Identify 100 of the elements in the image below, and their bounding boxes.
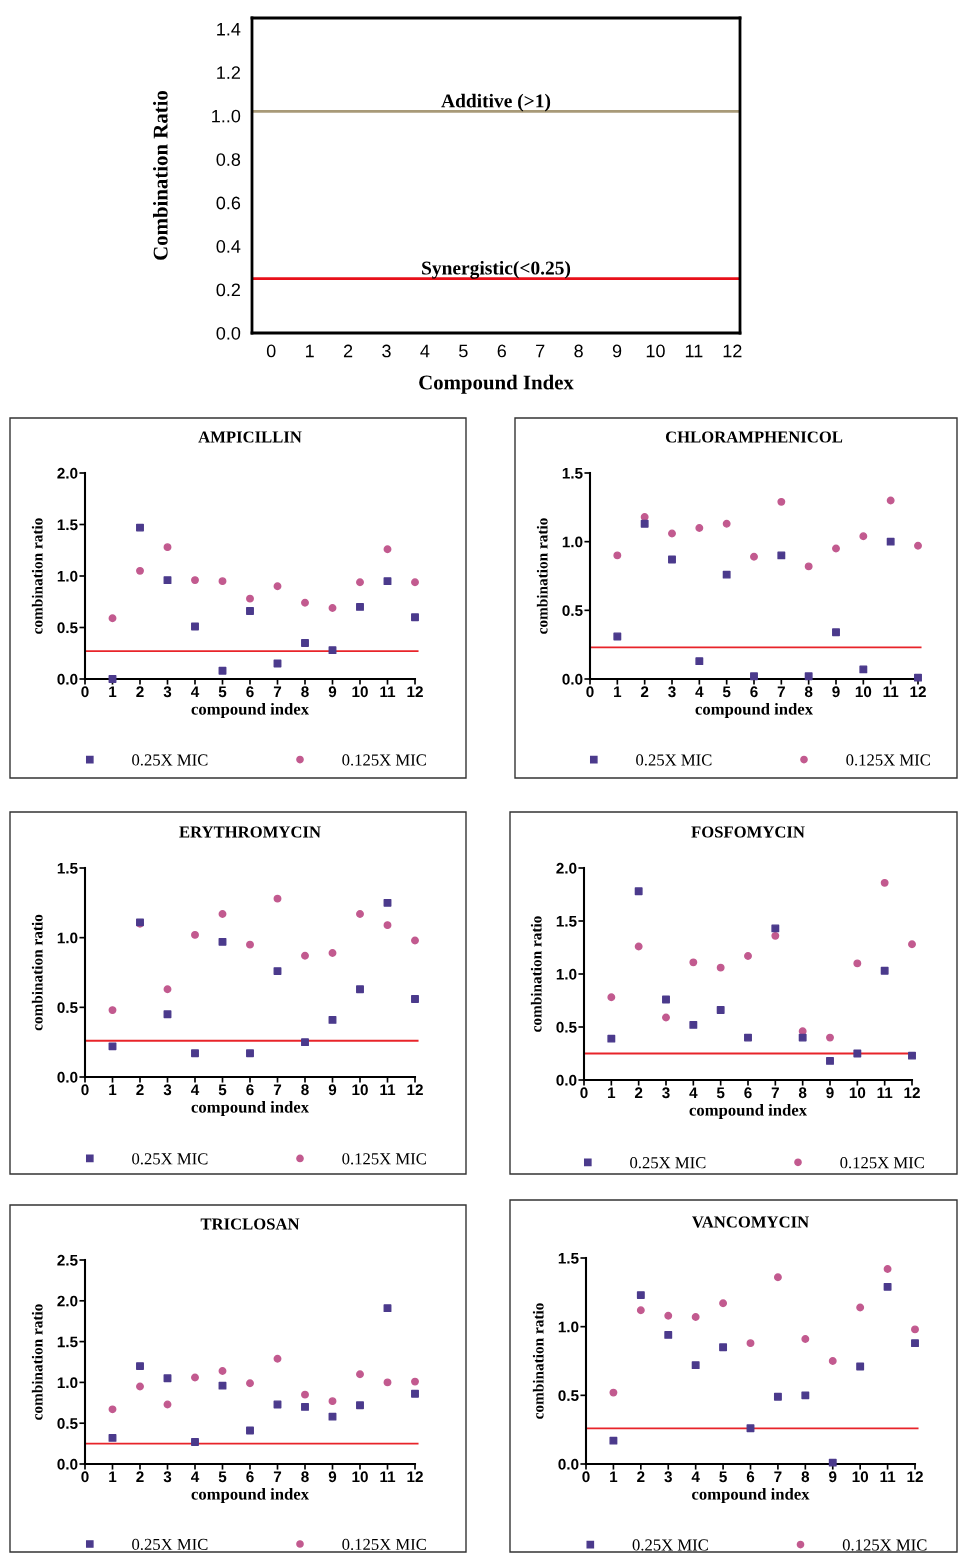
point [108, 1433, 117, 1442]
point [136, 1362, 144, 1371]
x-tick-label: 9 [826, 1087, 834, 1099]
x-tick-label: 12 [723, 344, 742, 358]
x-tick-label: 3 [664, 1471, 672, 1483]
x-tick-label: 7 [273, 1084, 282, 1096]
point [383, 1304, 392, 1313]
point [218, 910, 227, 918]
point [301, 1390, 309, 1399]
x-axis-title: compound index [191, 1100, 309, 1117]
x-tick-label: 6 [246, 1084, 254, 1096]
point [383, 898, 392, 907]
point [853, 1049, 862, 1058]
x-tick-label: 4 [695, 686, 704, 698]
x-tick-label: 11 [880, 1471, 896, 1483]
x-tick-label: 2 [637, 1471, 645, 1483]
point [695, 523, 704, 532]
point [356, 910, 364, 918]
x-tick-label: 7 [777, 686, 785, 698]
x-tick-label: 2 [136, 1084, 144, 1096]
point [356, 1401, 364, 1410]
x-tick-label: 8 [804, 686, 813, 698]
x-axis-title: Compound Index [419, 374, 574, 394]
x-tick-label: 6 [246, 1471, 254, 1483]
point [383, 545, 392, 554]
legend-label: 0.125X MIC [846, 754, 930, 766]
point [777, 497, 786, 506]
ref-line-label: Additive (>1) [441, 93, 551, 112]
y-tick-label: 0.8 [216, 153, 241, 166]
point [636, 1291, 645, 1300]
x-tick-label: 4 [190, 1471, 200, 1483]
x-tick-label: 9 [328, 686, 337, 698]
x-tick-label: 7 [771, 1087, 779, 1099]
point [108, 1006, 117, 1015]
y-tick-label: 1.5 [57, 519, 78, 531]
point [218, 937, 227, 946]
point [886, 537, 895, 546]
x-tick-label: 10 [855, 686, 872, 698]
x-tick-label: 1 [109, 686, 117, 698]
x-axis-title: compound index [692, 1487, 810, 1504]
point [218, 666, 227, 675]
point [328, 1397, 337, 1406]
point [689, 958, 698, 967]
point [163, 985, 172, 994]
point [609, 1388, 618, 1397]
point [801, 1391, 810, 1400]
point [328, 1015, 337, 1024]
point [716, 1006, 725, 1014]
point [273, 894, 282, 903]
x-tick-label: 8 [301, 686, 309, 698]
point [771, 931, 780, 940]
chart-title: VANCOMYCIN [692, 1216, 809, 1228]
point [273, 659, 282, 668]
point [719, 1343, 728, 1352]
point [411, 1377, 419, 1386]
x-tick-label: 10 [852, 1471, 869, 1483]
x-tick-label: 10 [352, 1084, 368, 1096]
legend-label: 0.25X MIC [132, 754, 208, 766]
y-tick-label: 0.0 [57, 1458, 78, 1470]
y-tick-label: 0.5 [57, 1002, 78, 1014]
point [301, 598, 309, 607]
point [136, 1382, 144, 1391]
point [273, 1400, 282, 1409]
x-tick-label: 11 [685, 344, 703, 358]
point [356, 578, 364, 587]
x-tick-label: 1 [109, 1084, 117, 1096]
x-tick-label: 2 [136, 686, 144, 698]
x-tick-label: 0 [580, 1087, 588, 1099]
y-tick-label: 0.0 [562, 673, 583, 685]
x-tick-label: 1 [610, 1471, 618, 1483]
point [246, 594, 254, 603]
x-tick-label: 2 [640, 686, 649, 698]
point [719, 1299, 728, 1308]
point [664, 1330, 673, 1339]
y-tick-label: 0.5 [57, 622, 78, 634]
point [859, 665, 868, 674]
point [771, 924, 780, 933]
y-tick-label: 0.0 [57, 673, 78, 685]
x-tick-label: 5 [722, 686, 731, 698]
point [383, 577, 392, 586]
point [880, 966, 889, 975]
point [356, 985, 364, 994]
x-tick-label: 1 [614, 686, 622, 698]
point [609, 1436, 618, 1445]
legend-label: 0.25X MIC [630, 1157, 706, 1169]
x-tick-label: 8 [301, 1471, 309, 1483]
point [163, 1400, 172, 1409]
point [662, 995, 670, 1004]
x-tick-label: 12 [910, 686, 926, 698]
x-tick-label: 11 [380, 1471, 396, 1483]
point [411, 936, 419, 945]
x-tick-label: 3 [163, 686, 172, 698]
x-tick-label: 4 [691, 1471, 700, 1483]
point [246, 940, 254, 949]
x-tick-label: 4 [689, 1087, 698, 1099]
point [636, 1306, 645, 1315]
x-tick-label: 12 [407, 1471, 423, 1483]
point [640, 519, 649, 528]
x-tick-label: 12 [407, 686, 423, 698]
point [804, 672, 813, 681]
